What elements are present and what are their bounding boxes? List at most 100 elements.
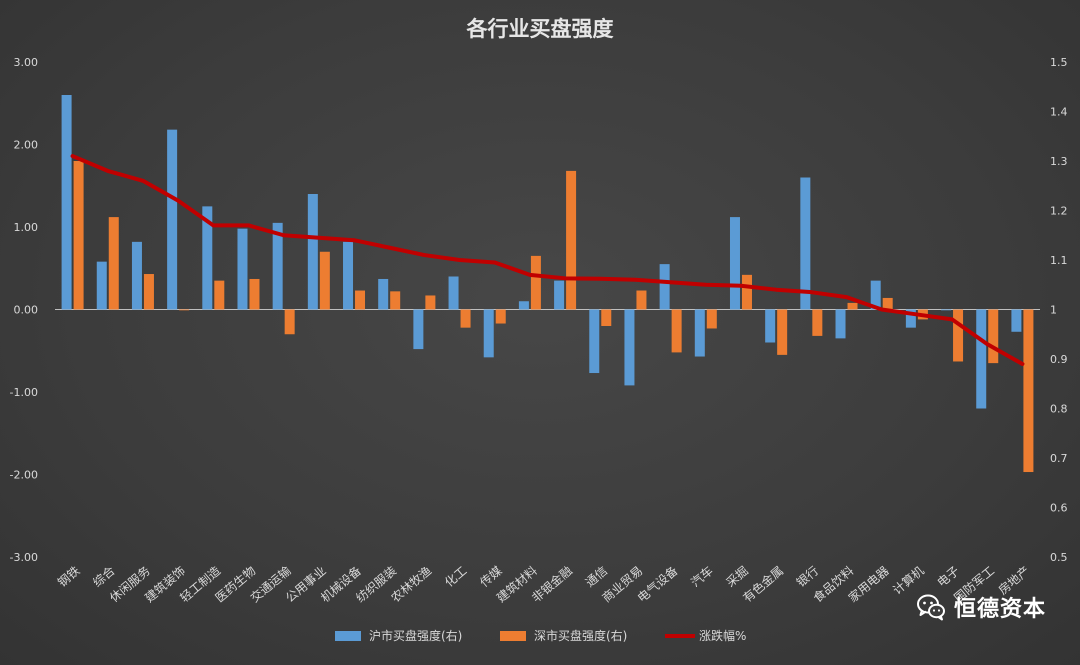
y-left-tick-label: 0.00 [14, 304, 39, 317]
bar-sz [143, 274, 154, 310]
line-point [246, 223, 251, 228]
bar-sh [976, 309, 987, 409]
line-point [704, 282, 708, 287]
bar-sz [812, 309, 823, 336]
bar-sh [905, 309, 916, 328]
line-point [809, 290, 814, 294]
line-point [774, 287, 778, 292]
x-category-label: 有色金属 [740, 563, 786, 605]
bar-sh [307, 194, 318, 310]
line-point [668, 280, 673, 285]
bar-sh [835, 309, 846, 339]
line-point [105, 169, 110, 173]
chart-title: 各行业买盘强度 [466, 17, 614, 41]
bar-sz [73, 161, 84, 310]
y-left-tick-label: -3.00 [10, 551, 38, 564]
bar-sz [390, 291, 401, 310]
line-point [70, 154, 75, 158]
bar-sh [694, 309, 705, 357]
y-right-tick-label: 0.7 [1050, 452, 1068, 465]
y-left-tick-label: 2.00 [14, 139, 39, 152]
legend-label: 深市买盘强度(右) [534, 628, 627, 643]
line-point [633, 278, 638, 282]
y-right-tick-label: 0.6 [1050, 502, 1068, 515]
legend-label: 沪市买盘强度(右) [369, 628, 462, 643]
wechat-icon [916, 594, 945, 621]
bar-sh [378, 278, 389, 310]
y-right-tick-label: 0.9 [1050, 353, 1068, 366]
bar-sz [425, 295, 436, 310]
bar-sz [179, 309, 190, 311]
x-category-label: 通信 [583, 564, 610, 590]
bar-sz [566, 170, 577, 310]
bar-sh [237, 228, 248, 310]
bar-sh [483, 309, 494, 358]
x-category-label: 汽车 [688, 563, 716, 590]
bar-sh [659, 264, 670, 310]
line-point [844, 295, 849, 299]
bar-sz [882, 297, 893, 310]
bar-sh [765, 309, 776, 343]
line-point [879, 307, 884, 312]
bar-sh [96, 261, 107, 310]
y-right-tick-label: 0.5 [1050, 551, 1068, 564]
legend-label: 涨跌幅% [699, 628, 746, 643]
bar-sh [554, 280, 565, 310]
line-point [387, 245, 391, 250]
x-category-label: 电子 [935, 564, 962, 590]
line-change-pct [70, 154, 1025, 366]
bar-sh [800, 177, 811, 310]
y-right-tick-label: 1.5 [1050, 56, 1068, 69]
line-point [141, 179, 145, 183]
line-point [422, 253, 427, 257]
x-category-label: 电气设备 [634, 563, 680, 605]
bar-sh [413, 309, 424, 350]
bar-sz [530, 255, 541, 310]
line-point [281, 233, 286, 238]
line-point [492, 260, 497, 265]
bar-sz [355, 290, 366, 310]
line-point [457, 258, 462, 262]
x-category-label: 采掘 [723, 563, 751, 590]
y-left-tick-label: 1.00 [14, 221, 39, 234]
x-category-label: 银行 [794, 564, 821, 590]
legend-swatch-sh [335, 631, 361, 641]
x-category-label: 钢铁 [55, 564, 82, 590]
bar-sz [319, 251, 330, 310]
line-point [563, 276, 567, 281]
y-left-tick-label: -2.00 [10, 469, 38, 482]
bar-sz [636, 290, 647, 310]
line-point [528, 273, 532, 277]
bar-sh [1011, 309, 1022, 332]
bar-sz [1023, 309, 1034, 473]
bar-sz [953, 309, 964, 362]
y-right-tick-label: 1.3 [1050, 155, 1068, 168]
x-category-label: 传媒 [477, 563, 505, 590]
legend-swatch-sz [500, 631, 526, 641]
watermark-text: 恒德资本 [953, 597, 1046, 622]
bar-sz [495, 309, 506, 324]
bar-sh [272, 222, 283, 310]
line-point [915, 312, 919, 317]
bar-sz [601, 309, 612, 326]
line-point [317, 235, 321, 240]
line-point [985, 342, 990, 346]
bar-sh [131, 241, 142, 310]
y-right-tick-label: 1.4 [1050, 106, 1068, 119]
bar-sz [108, 217, 119, 310]
x-category-label: 化工 [442, 564, 469, 590]
line-point [1020, 362, 1025, 366]
x-category-label: 非银金融 [529, 563, 575, 605]
y-right-tick-label: 0.8 [1050, 403, 1068, 416]
y-left-tick-label: -1.00 [10, 386, 38, 399]
bar-sz [741, 274, 752, 310]
line-point [176, 198, 180, 203]
x-category-label: 综合 [90, 563, 118, 590]
bar-sz [460, 309, 471, 328]
bar-sz [988, 309, 999, 364]
bar-sz [249, 278, 260, 310]
bar-sz [706, 309, 717, 329]
bar-sz [671, 309, 682, 353]
